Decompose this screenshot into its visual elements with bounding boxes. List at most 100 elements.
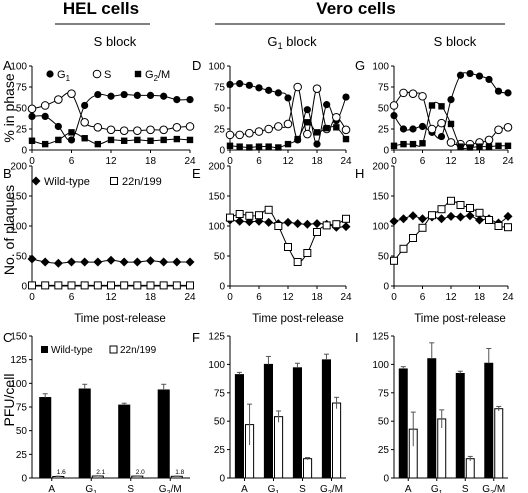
y-tick-label: 25 (16, 125, 28, 136)
data-point (274, 222, 283, 230)
x-category-label: A (241, 484, 248, 493)
panel-a: A S block 0 25 50 75 100 0 6 12 18 24 G1 S G2/M (3, 34, 196, 167)
data-point (283, 217, 293, 227)
data-point (437, 205, 446, 214)
y-tick-label: 150 (10, 332, 27, 343)
data-point (186, 136, 194, 144)
data-point (390, 256, 398, 265)
panel-letter-h: H (355, 166, 364, 181)
data-point (419, 140, 426, 147)
data-point (294, 135, 301, 143)
data-point (236, 80, 244, 88)
data-point (173, 96, 181, 104)
panel-letter-c: C (3, 330, 12, 345)
x-tick-label: 12 (282, 156, 294, 167)
x-tick-label: 0 (227, 292, 233, 303)
y-tick-label: 50 (214, 417, 226, 428)
data-point (342, 93, 350, 101)
data-point (93, 123, 103, 132)
legend-marker (110, 177, 118, 185)
bar-wild-type (321, 359, 332, 479)
data-point (313, 129, 321, 136)
panel-letter-g: G (355, 58, 365, 73)
y-tick-label: 100 (372, 222, 389, 233)
x-category-label: A (48, 484, 55, 493)
panel-b: B 0 50 100 150 200 0 6 12 18 24 Wild-type 22n/199 (3, 162, 196, 304)
data-point (495, 142, 502, 149)
bar-22n199 (494, 408, 504, 479)
y-tick-label: 100 (10, 222, 27, 233)
bar-wild-type (157, 389, 170, 479)
data-point (446, 211, 456, 221)
y-tick-label: 100 (208, 62, 225, 73)
data-point (302, 219, 312, 229)
data-point (185, 257, 195, 267)
data-point (107, 281, 115, 290)
data-point (274, 122, 283, 131)
data-point (465, 211, 475, 221)
x-tick-label: 24 (184, 292, 196, 303)
y-tick-label: 200 (10, 162, 27, 173)
data-point (399, 214, 408, 224)
x-category-label: G2/M (482, 484, 505, 493)
data-point (399, 244, 408, 253)
data-point (173, 135, 181, 143)
data-point (322, 221, 331, 230)
data-point (466, 144, 474, 151)
y-tick-label: 25 (378, 125, 390, 136)
data-point (504, 142, 512, 149)
data-point (225, 130, 235, 140)
data-point (255, 84, 263, 92)
data-point (54, 95, 63, 104)
x-tick-label: 18 (311, 156, 323, 167)
data-point (418, 122, 427, 131)
data-point (408, 89, 418, 99)
x-category-label: G2/M (159, 484, 182, 493)
data-point (303, 129, 312, 139)
data-point (409, 125, 417, 133)
x-tick-label: 6 (69, 156, 75, 167)
x-tick-label: 6 (256, 156, 262, 167)
data-point (67, 257, 76, 267)
data-point (28, 112, 36, 120)
legend-marker (92, 69, 102, 79)
data-point (236, 143, 243, 150)
x-category-label: A (405, 484, 412, 493)
data-point (293, 258, 302, 266)
data-point (147, 137, 154, 144)
y-tick-label: 50 (378, 252, 390, 263)
panel-title-a: S block (94, 34, 137, 49)
bar-value-label: 2.0 (136, 469, 145, 476)
data-point (226, 213, 234, 222)
data-point (94, 90, 102, 99)
data-point (93, 281, 102, 290)
y-tick-label: 200 (372, 162, 389, 173)
data-point (40, 101, 50, 110)
data-point (341, 125, 351, 135)
y-tick-label: 50 (16, 104, 28, 115)
data-point (172, 123, 182, 132)
data-point (475, 208, 484, 217)
data-point (54, 281, 63, 290)
data-point (41, 281, 50, 290)
x-category-label: S (299, 484, 306, 493)
data-point (80, 257, 90, 267)
y-tick-label: 25 (214, 125, 226, 136)
y-tick-label: 100 (208, 222, 225, 233)
y-tick-label: 50 (214, 104, 226, 115)
x-tick-label: 24 (502, 156, 514, 167)
panel-f: F 0 25 50 75 100 125 A G1 S G2/M (192, 330, 346, 493)
data-point (389, 216, 399, 226)
legend-swatch-22n199 (109, 345, 118, 354)
data-point (106, 255, 116, 265)
y-tick-label: 25 (378, 445, 390, 456)
x-tick-label: 12 (105, 292, 117, 303)
data-point (119, 126, 129, 135)
panel-letter-d: D (192, 58, 201, 73)
legend-label-wild-type: Wild-type (44, 176, 90, 188)
data-point (67, 281, 76, 290)
y-tick-label: 0 (21, 474, 27, 485)
data-point (313, 140, 321, 148)
data-point (418, 91, 427, 101)
data-point (446, 138, 456, 147)
